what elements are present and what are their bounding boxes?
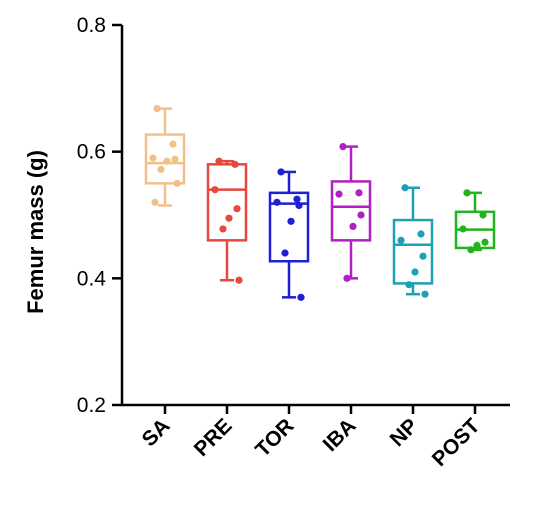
data-point bbox=[481, 238, 489, 246]
box-iqr bbox=[330, 180, 372, 242]
data-point bbox=[405, 281, 413, 289]
data-point bbox=[401, 184, 409, 192]
data-point bbox=[151, 198, 159, 206]
y-tick-label: 0.6 bbox=[77, 141, 106, 164]
box-pre bbox=[206, 157, 248, 284]
box-sa bbox=[144, 105, 186, 207]
x-axis: SA PRE TOR IBA NP POST bbox=[122, 403, 510, 471]
data-point bbox=[473, 241, 481, 249]
data-point bbox=[355, 189, 363, 197]
data-point bbox=[281, 249, 289, 257]
x-tick-label: PRE bbox=[190, 414, 237, 461]
data-point bbox=[235, 276, 243, 284]
data-point bbox=[349, 222, 357, 230]
box-iqr bbox=[392, 218, 434, 285]
data-point bbox=[293, 195, 301, 203]
box-post bbox=[454, 189, 496, 254]
data-point bbox=[149, 154, 157, 162]
data-point bbox=[153, 105, 161, 113]
y-axis: 0.2 0.4 0.6 0.8 bbox=[77, 14, 124, 417]
box-iqr bbox=[268, 191, 310, 263]
data-point bbox=[467, 246, 475, 254]
data-point bbox=[211, 186, 219, 194]
data-point bbox=[417, 230, 425, 238]
x-tick-label: SA bbox=[138, 414, 175, 451]
data-point bbox=[397, 236, 405, 244]
box-iqr bbox=[144, 133, 186, 185]
y-axis-title: Femur mass (g) bbox=[23, 150, 48, 314]
y-tick-label: 0.8 bbox=[77, 14, 106, 37]
x-tick-label: POST bbox=[428, 414, 485, 471]
x-tick-label: IBA bbox=[319, 414, 361, 456]
y-tick-label: 0.2 bbox=[77, 394, 106, 417]
data-point bbox=[219, 225, 227, 233]
data-point bbox=[171, 155, 179, 163]
x-tick-label: NP bbox=[386, 414, 423, 451]
data-point bbox=[479, 211, 487, 219]
data-point bbox=[343, 274, 351, 282]
data-point bbox=[277, 168, 285, 176]
data-point bbox=[463, 189, 471, 197]
data-point bbox=[297, 293, 305, 301]
data-point bbox=[231, 160, 239, 168]
x-tick-label: TOR bbox=[251, 414, 298, 461]
data-point bbox=[295, 201, 303, 210]
data-point bbox=[173, 179, 181, 187]
box-np bbox=[392, 184, 434, 298]
data-point bbox=[157, 165, 165, 173]
data-point bbox=[411, 268, 419, 276]
data-point bbox=[421, 290, 429, 298]
data-point bbox=[215, 157, 223, 165]
data-point bbox=[357, 211, 365, 219]
data-point bbox=[169, 140, 177, 148]
data-point bbox=[163, 157, 171, 165]
box-iqr bbox=[206, 163, 248, 242]
data-point bbox=[339, 143, 347, 151]
data-point bbox=[225, 214, 233, 222]
data-point bbox=[459, 225, 467, 233]
data-point bbox=[419, 252, 427, 260]
data-point bbox=[273, 198, 281, 206]
data-point bbox=[233, 205, 241, 213]
box-tor bbox=[268, 168, 310, 301]
data-point bbox=[335, 190, 343, 198]
y-tick-label: 0.4 bbox=[77, 267, 107, 290]
data-point bbox=[287, 217, 295, 225]
box-series bbox=[144, 105, 496, 301]
box-iba bbox=[330, 143, 372, 282]
